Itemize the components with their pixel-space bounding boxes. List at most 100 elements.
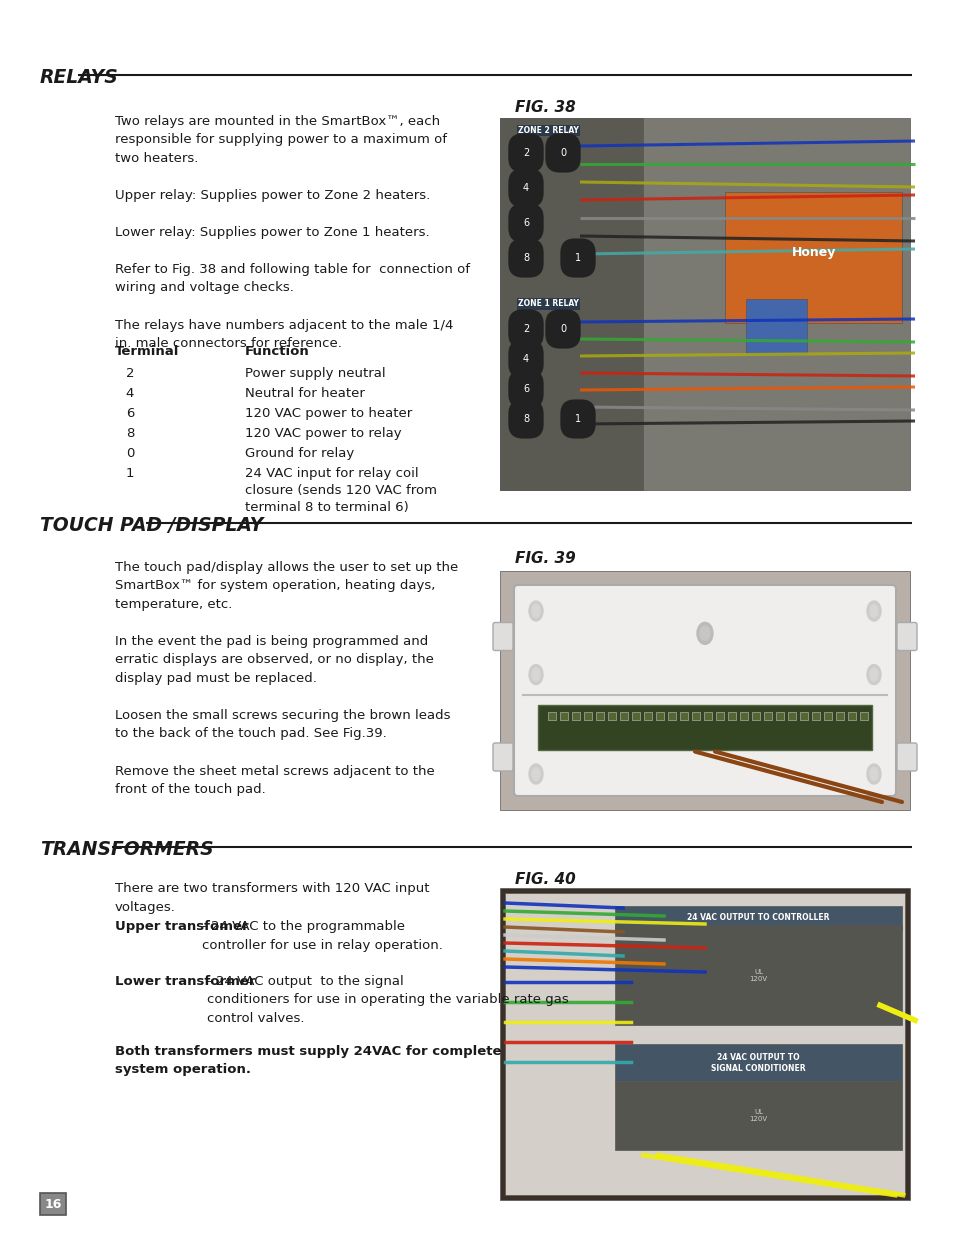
Ellipse shape (532, 767, 539, 781)
Text: FIG. 39: FIG. 39 (515, 551, 576, 566)
Text: TRANSFORMERS: TRANSFORMERS (40, 840, 213, 860)
FancyBboxPatch shape (751, 711, 760, 720)
Text: TOUCH PAD /DISPLAY: TOUCH PAD /DISPLAY (40, 516, 263, 535)
Text: Lower transformer: Lower transformer (115, 974, 255, 988)
FancyBboxPatch shape (643, 711, 651, 720)
FancyBboxPatch shape (745, 299, 806, 354)
Text: 24 VAC input for relay coil
closure (sends 120 VAC from
terminal 8 to terminal 6: 24 VAC input for relay coil closure (sen… (245, 467, 436, 514)
Text: ZONE 1 RELAY: ZONE 1 RELAY (517, 300, 578, 309)
FancyBboxPatch shape (614, 925, 901, 1025)
FancyBboxPatch shape (499, 119, 909, 490)
FancyBboxPatch shape (537, 704, 871, 750)
Text: Terminal: Terminal (115, 345, 179, 358)
Text: 120 VAC power to heater: 120 VAC power to heater (245, 408, 412, 420)
Ellipse shape (697, 622, 712, 645)
Text: 1: 1 (575, 414, 580, 424)
Ellipse shape (529, 764, 542, 784)
Text: Both transformers must supply 24VAC for complete
system operation.: Both transformers must supply 24VAC for … (115, 1045, 501, 1077)
Ellipse shape (866, 764, 880, 784)
FancyBboxPatch shape (800, 711, 807, 720)
FancyBboxPatch shape (493, 622, 513, 651)
Ellipse shape (866, 601, 880, 621)
Text: Power supply neutral: Power supply neutral (245, 367, 385, 380)
FancyBboxPatch shape (716, 711, 723, 720)
FancyBboxPatch shape (740, 711, 747, 720)
FancyBboxPatch shape (547, 711, 556, 720)
Text: 8: 8 (522, 414, 529, 424)
FancyBboxPatch shape (596, 711, 603, 720)
FancyBboxPatch shape (499, 888, 909, 1200)
Text: Upper transfomer: Upper transfomer (115, 920, 249, 932)
FancyBboxPatch shape (691, 711, 700, 720)
FancyBboxPatch shape (583, 711, 592, 720)
Ellipse shape (869, 604, 877, 618)
Text: The touch pad/display allows the user to set up the
SmartBox™ for system operati: The touch pad/display allows the user to… (115, 561, 457, 797)
FancyBboxPatch shape (619, 711, 627, 720)
FancyBboxPatch shape (614, 906, 901, 930)
FancyBboxPatch shape (40, 1193, 66, 1215)
FancyBboxPatch shape (835, 711, 843, 720)
FancyBboxPatch shape (514, 585, 895, 797)
FancyBboxPatch shape (703, 711, 711, 720)
FancyBboxPatch shape (499, 119, 643, 490)
FancyBboxPatch shape (499, 571, 909, 810)
Text: 16: 16 (44, 1198, 62, 1210)
Text: 24 VAC OUTPUT TO
SIGNAL CONDITIONER: 24 VAC OUTPUT TO SIGNAL CONDITIONER (710, 1052, 805, 1073)
Text: - 24 VAC output  to the signal
conditioners for use in operating the variable ra: - 24 VAC output to the signal conditione… (207, 974, 568, 1025)
FancyBboxPatch shape (847, 711, 855, 720)
FancyBboxPatch shape (493, 743, 513, 771)
Text: 24 VAC OUTPUT TO CONTROLLER: 24 VAC OUTPUT TO CONTROLLER (686, 914, 829, 923)
FancyBboxPatch shape (679, 711, 687, 720)
Ellipse shape (700, 626, 709, 640)
Ellipse shape (866, 664, 880, 684)
FancyBboxPatch shape (859, 711, 867, 720)
Text: 0: 0 (126, 447, 134, 459)
Text: ZONE 2 RELAY: ZONE 2 RELAY (517, 126, 578, 135)
Text: Ground for relay: Ground for relay (245, 447, 354, 459)
Text: Neutral for heater: Neutral for heater (245, 387, 364, 400)
Text: 0: 0 (559, 148, 565, 158)
FancyBboxPatch shape (631, 711, 639, 720)
FancyBboxPatch shape (896, 622, 916, 651)
Text: 2: 2 (522, 324, 529, 333)
Text: FIG. 40: FIG. 40 (515, 872, 576, 887)
FancyBboxPatch shape (811, 711, 820, 720)
Text: 8: 8 (522, 253, 529, 263)
Text: 2: 2 (522, 148, 529, 158)
FancyBboxPatch shape (763, 711, 771, 720)
Text: 4: 4 (126, 387, 134, 400)
Text: Honey: Honey (791, 246, 835, 259)
FancyBboxPatch shape (896, 743, 916, 771)
Text: Two relays are mounted in the SmartBox™, each
responsible for supplying power to: Two relays are mounted in the SmartBox™,… (115, 115, 470, 350)
Ellipse shape (532, 604, 539, 618)
FancyBboxPatch shape (607, 711, 616, 720)
Text: UL
120V: UL 120V (748, 1109, 766, 1123)
FancyBboxPatch shape (727, 711, 735, 720)
Text: 120 VAC power to relay: 120 VAC power to relay (245, 427, 401, 440)
Text: RELAYS: RELAYS (40, 68, 118, 86)
FancyBboxPatch shape (614, 1082, 901, 1150)
Text: 0: 0 (559, 324, 565, 333)
FancyBboxPatch shape (559, 711, 567, 720)
Text: 1: 1 (575, 253, 580, 263)
Text: Function: Function (245, 345, 310, 358)
Text: FIG. 38: FIG. 38 (515, 100, 576, 115)
FancyBboxPatch shape (787, 711, 795, 720)
Ellipse shape (869, 668, 877, 680)
FancyBboxPatch shape (572, 711, 579, 720)
Text: 6: 6 (522, 384, 529, 394)
Ellipse shape (869, 767, 877, 781)
Ellipse shape (529, 601, 542, 621)
Text: 8: 8 (126, 427, 134, 440)
Text: 2: 2 (126, 367, 134, 380)
FancyBboxPatch shape (504, 893, 904, 1195)
Text: 1: 1 (126, 467, 134, 480)
FancyBboxPatch shape (614, 1044, 901, 1082)
FancyBboxPatch shape (667, 711, 676, 720)
FancyBboxPatch shape (656, 711, 663, 720)
Ellipse shape (529, 664, 542, 684)
Ellipse shape (532, 668, 539, 680)
Text: - 24 VAC to the programmable
controller for use in relay operation.: - 24 VAC to the programmable controller … (201, 920, 442, 951)
Text: UL
120V: UL 120V (748, 969, 766, 982)
FancyBboxPatch shape (724, 193, 901, 322)
